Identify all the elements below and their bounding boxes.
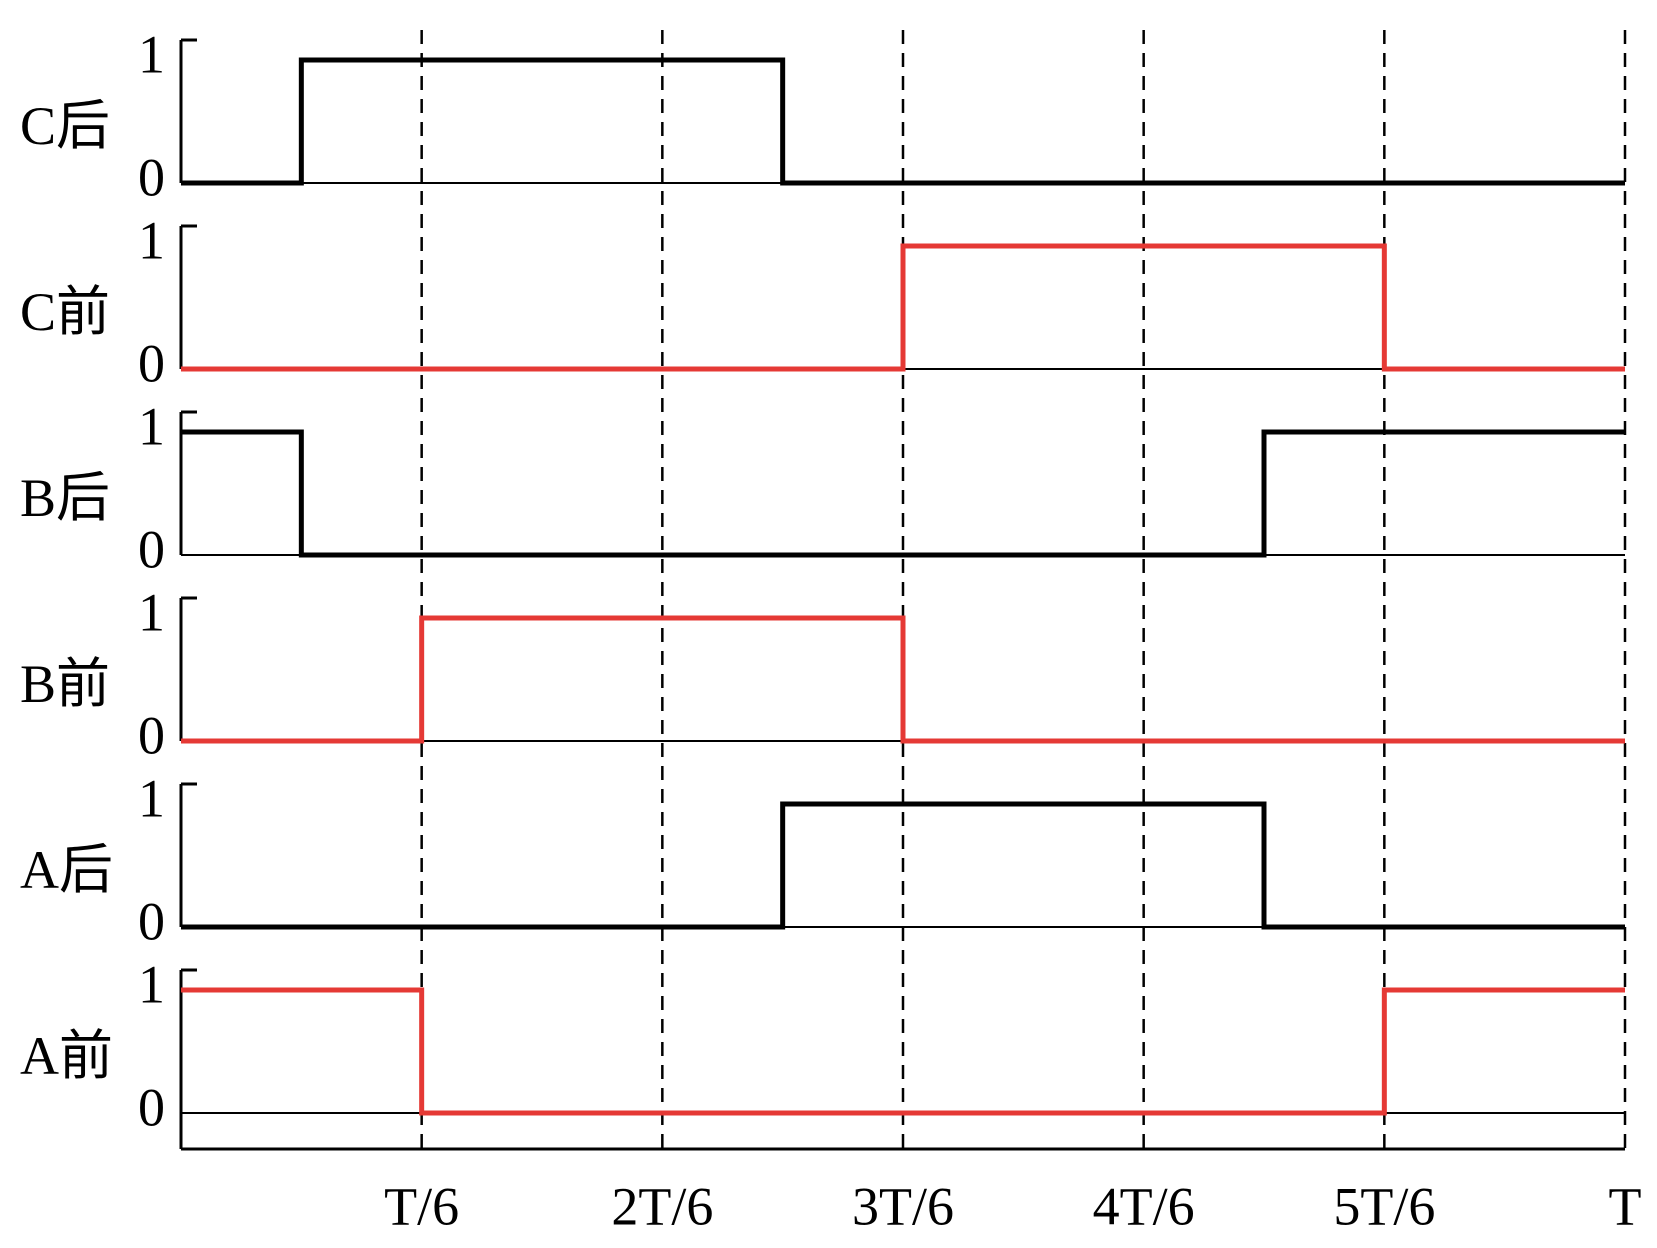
series-label: A后	[20, 840, 113, 900]
y-tick-label: 1	[138, 24, 165, 84]
series-label: A前	[20, 1026, 113, 1086]
y-tick-label: 1	[138, 210, 165, 270]
y-tick-label: 0	[138, 705, 165, 765]
series-label: C前	[20, 282, 110, 342]
x-tick-label: T	[1609, 1176, 1642, 1236]
x-tick-label: T/6	[384, 1176, 459, 1236]
signal-line	[181, 987, 1625, 1116]
x-tick-label: 2T/6	[611, 1176, 713, 1236]
signal-line	[181, 615, 1625, 744]
y-tick-label: 1	[138, 582, 165, 642]
y-tick-label: 1	[138, 768, 165, 828]
y-tick-label: 0	[138, 891, 165, 951]
series-label: B后	[20, 468, 110, 528]
series-label: B前	[20, 654, 110, 714]
signal-line	[181, 57, 1625, 186]
x-tick-label: 4T/6	[1093, 1176, 1195, 1236]
y-tick-label: 0	[138, 333, 165, 393]
signal-line	[181, 429, 1625, 558]
y-tick-label: 1	[138, 954, 165, 1014]
x-tick-label: 5T/6	[1333, 1176, 1435, 1236]
y-tick-label: 0	[138, 147, 165, 207]
y-tick-label: 1	[138, 396, 165, 456]
y-tick-label: 0	[138, 519, 165, 579]
signal-line	[181, 801, 1625, 930]
series-label: C后	[20, 96, 110, 156]
signal-line	[181, 243, 1625, 372]
x-tick-label: 3T/6	[852, 1176, 954, 1236]
y-tick-label: 0	[138, 1077, 165, 1137]
